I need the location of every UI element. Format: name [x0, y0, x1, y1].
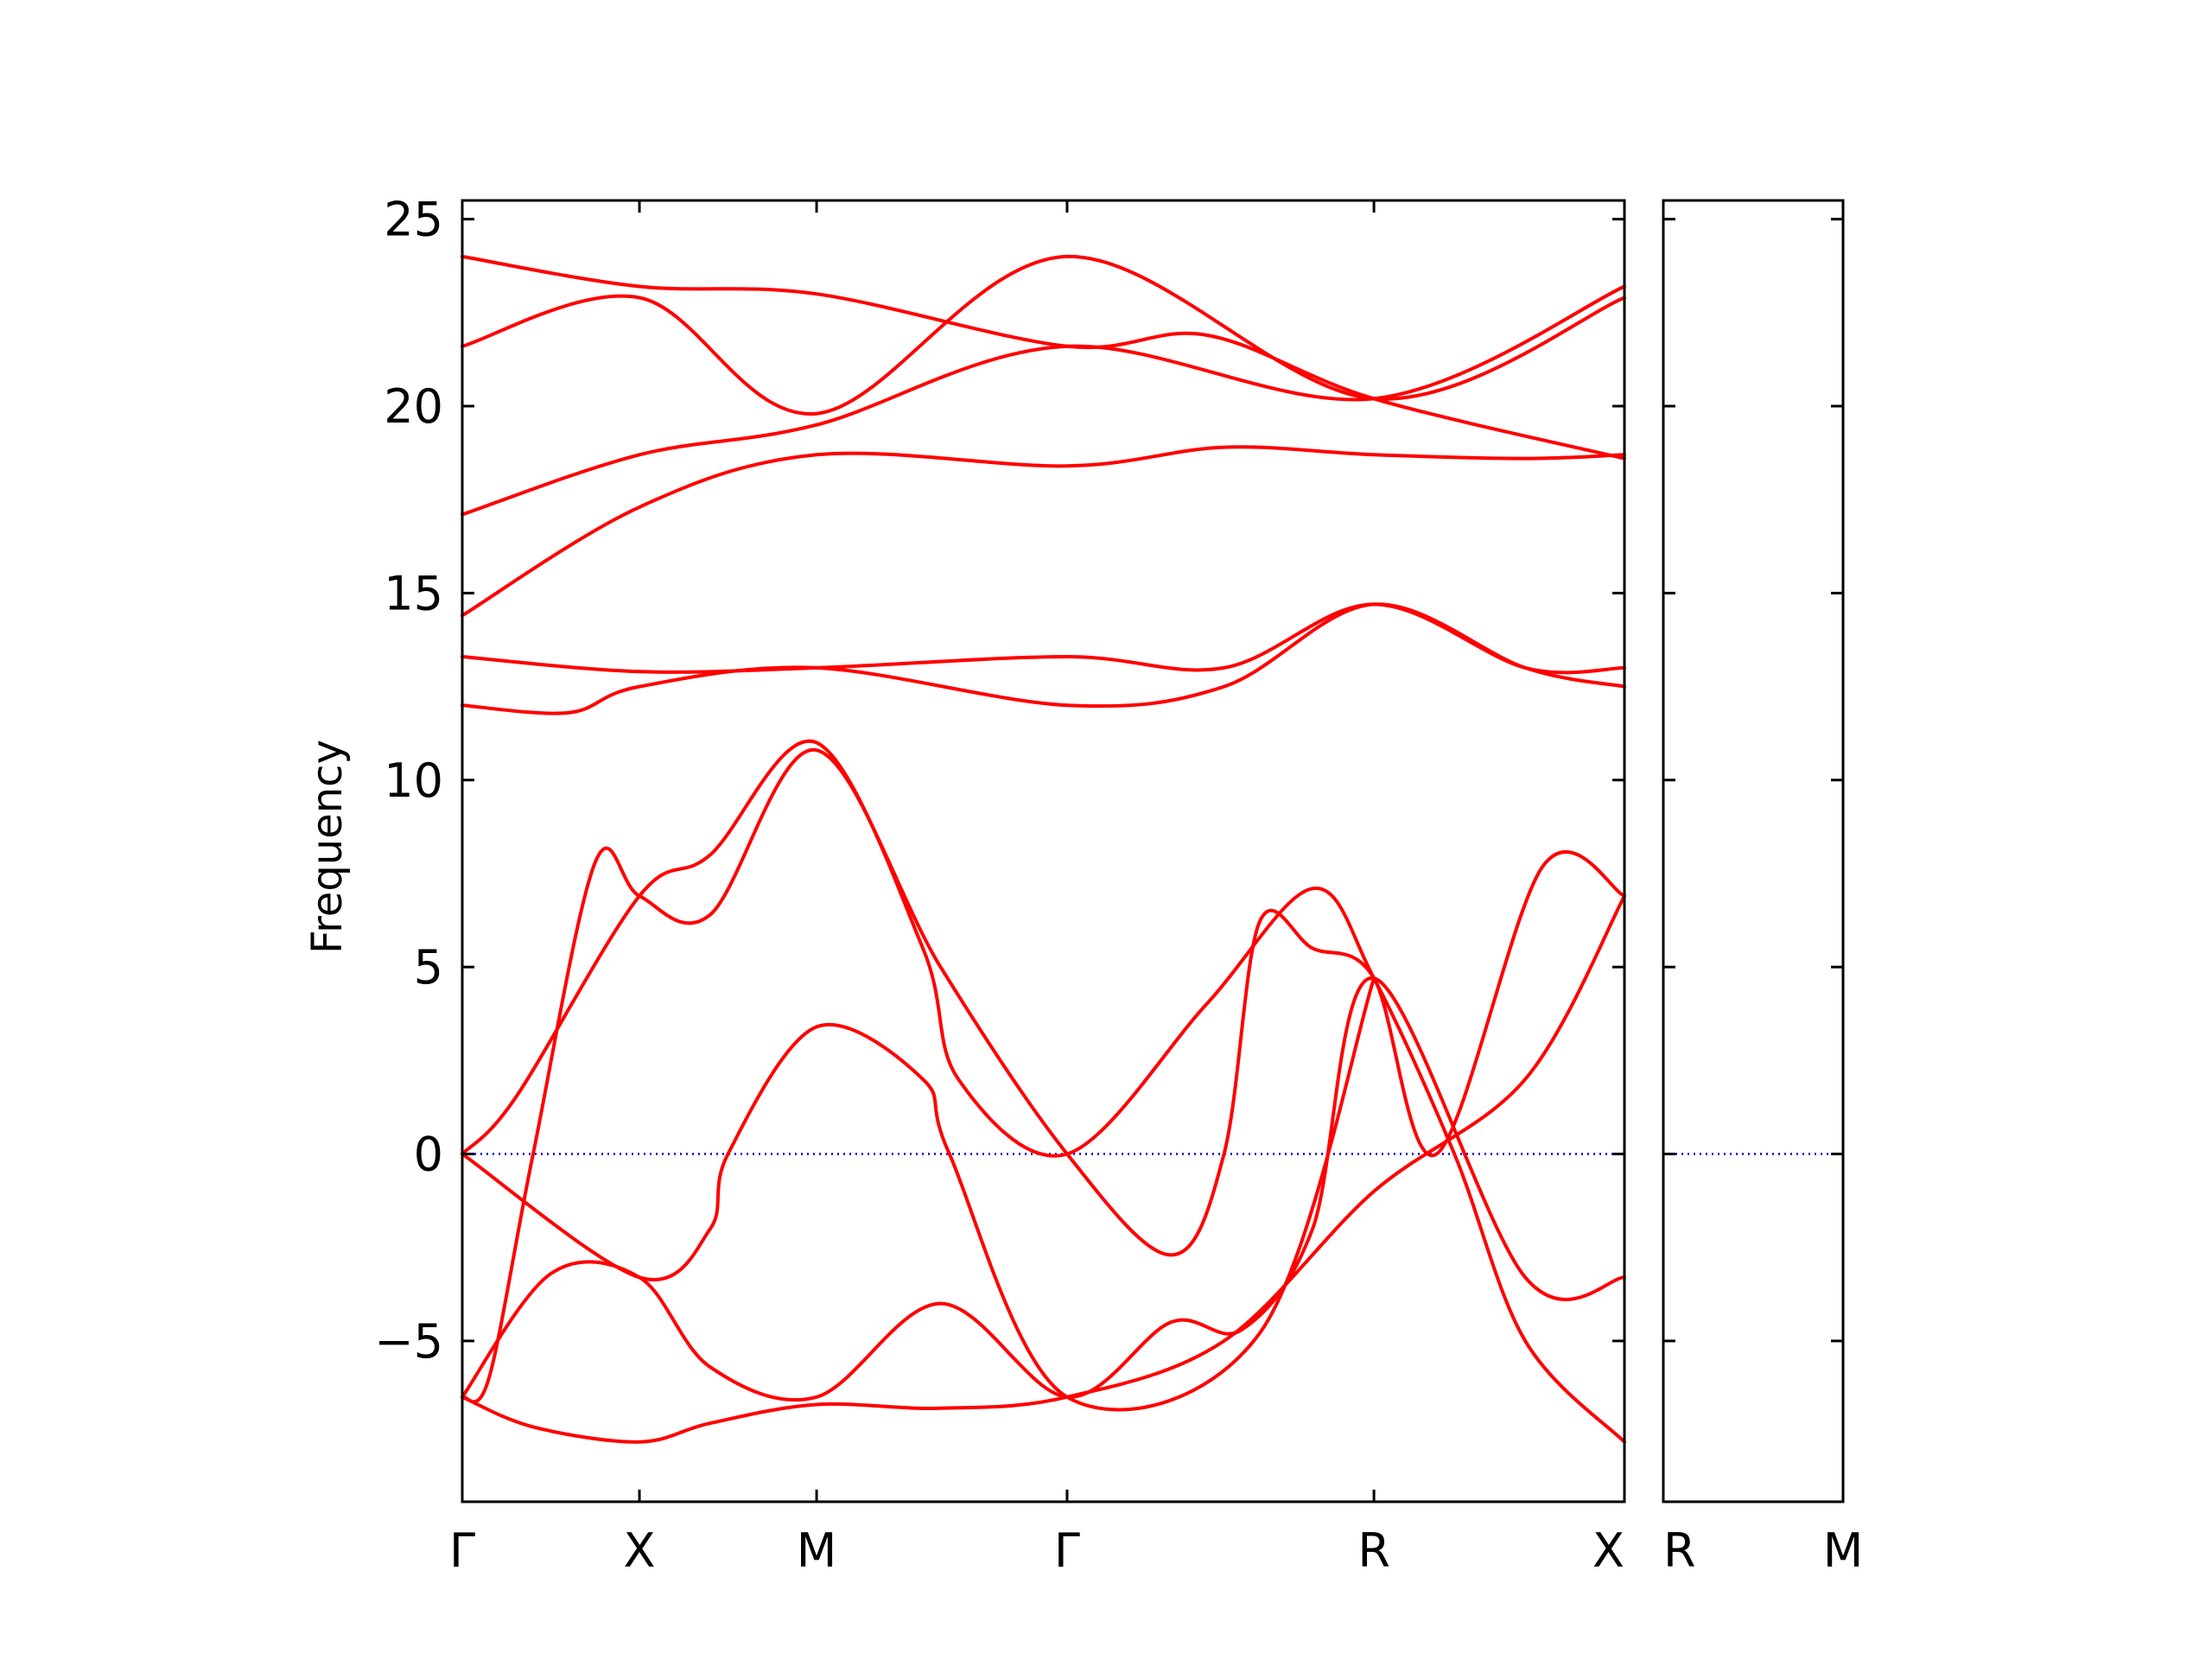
band-line-2 — [461, 976, 1626, 1402]
x-tick-label: Γ — [1054, 1523, 1080, 1578]
y-tick-label: 0 — [414, 1128, 443, 1182]
band-line-5 — [461, 976, 1376, 1412]
band-line-11 — [461, 254, 1626, 461]
x-tick-label: R — [1663, 1523, 1696, 1578]
band-line-8 — [461, 445, 1626, 618]
y-tick-label: −5 — [374, 1314, 443, 1369]
x-tick-label: M — [797, 1523, 837, 1578]
band-lines — [461, 254, 1626, 1444]
y-axis-label: Frequency — [303, 740, 352, 954]
y-tick-label: 25 — [384, 193, 443, 247]
x-tick-label: R — [1357, 1523, 1390, 1578]
x-tick-label: X — [1592, 1523, 1624, 1578]
x-tick-label: Γ — [449, 1523, 475, 1578]
y-tick-label: 15 — [384, 566, 443, 620]
axes — [461, 199, 1845, 1503]
band-line-6 — [461, 602, 1626, 715]
band-line-9 — [461, 284, 1626, 517]
x-tick-label: M — [1823, 1523, 1864, 1578]
band-line-3 — [461, 748, 1626, 1404]
band-line-7 — [461, 602, 1626, 675]
x-tick-label: X — [624, 1523, 656, 1578]
axes-frame-1 — [1662, 199, 1845, 1503]
band-line-10 — [461, 254, 1626, 416]
y-tick-label: 5 — [414, 940, 443, 995]
band-line-4 — [461, 739, 1626, 1444]
axes-frame-0 — [461, 199, 1626, 1503]
band-line-1 — [461, 893, 1626, 1444]
y-tick-label: 10 — [384, 753, 443, 808]
y-tick-label: 20 — [384, 379, 443, 434]
